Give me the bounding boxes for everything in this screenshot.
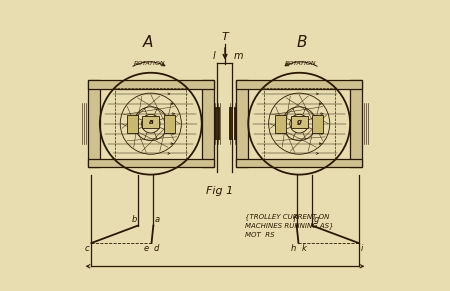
- Text: ROTATION: ROTATION: [285, 61, 316, 66]
- Text: a: a: [148, 119, 153, 125]
- Bar: [115, 88, 186, 159]
- Circle shape: [141, 114, 160, 133]
- Bar: [88, 80, 100, 167]
- Bar: [88, 159, 214, 167]
- Text: d: d: [154, 244, 159, 253]
- Text: Fig 1: Fig 1: [206, 186, 233, 196]
- Text: e: e: [143, 244, 148, 253]
- Bar: [164, 115, 175, 133]
- Bar: [264, 88, 335, 159]
- Text: c: c: [85, 244, 90, 253]
- Text: f: f: [292, 215, 295, 224]
- Bar: [291, 116, 308, 128]
- Bar: [236, 159, 362, 167]
- Text: g: g: [297, 119, 302, 125]
- Circle shape: [290, 114, 309, 133]
- Bar: [142, 116, 159, 128]
- Bar: [236, 80, 248, 167]
- Bar: [350, 80, 362, 167]
- Text: g: g: [313, 215, 319, 224]
- Bar: [202, 80, 214, 167]
- Text: T: T: [221, 32, 228, 42]
- Text: b: b: [131, 215, 137, 224]
- Text: A: A: [143, 35, 153, 50]
- Text: i: i: [360, 244, 363, 253]
- Text: h: h: [291, 244, 296, 253]
- Text: m: m: [234, 51, 243, 61]
- Text: ROTATION: ROTATION: [134, 61, 165, 66]
- Text: l: l: [213, 51, 216, 61]
- Text: B: B: [297, 35, 307, 50]
- Text: {TROLLEY CURRENT ON
MACHINES RUNNING AS}
MOT  RS: {TROLLEY CURRENT ON MACHINES RUNNING AS}…: [245, 213, 334, 238]
- Text: a: a: [155, 215, 160, 224]
- Bar: [127, 115, 138, 133]
- Bar: [312, 115, 323, 133]
- Bar: [275, 115, 286, 133]
- Text: k: k: [302, 244, 307, 253]
- Bar: [236, 80, 362, 89]
- Bar: [88, 80, 214, 89]
